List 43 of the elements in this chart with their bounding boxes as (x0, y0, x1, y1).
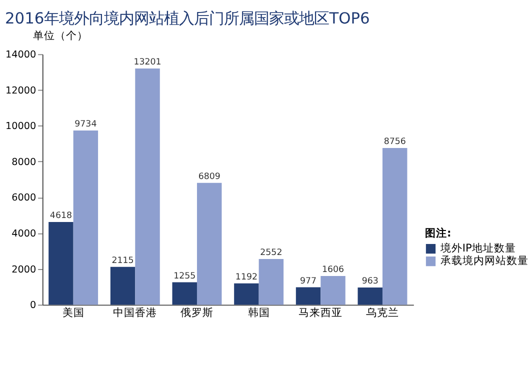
y-tick-label: 0 (30, 300, 36, 312)
bar (196, 182, 222, 305)
data-label: 6809 (198, 172, 220, 182)
x-tick-label: 马来西亚 (298, 306, 343, 319)
y-tick-label: 8000 (12, 156, 36, 168)
bar (358, 287, 382, 305)
x-tick-label: 乌克兰 (366, 306, 399, 319)
data-label: 1255 (174, 271, 196, 282)
data-label: 1192 (235, 272, 258, 283)
y-tick-label: 14000 (6, 50, 36, 61)
x-tick-label: 中国香港 (113, 306, 158, 319)
y-tick-label: 6000 (12, 192, 36, 204)
bar (110, 266, 136, 305)
y-tick-label: 2000 (12, 264, 36, 276)
data-label: 1606 (322, 265, 344, 276)
x-tick-label: 俄罗斯 (180, 306, 214, 319)
data-label: 4618 (50, 211, 72, 222)
data-label: 2552 (260, 248, 282, 258)
bar (296, 287, 321, 305)
y-tick-label: 12000 (6, 85, 36, 96)
data-label: 2115 (112, 256, 134, 266)
legend-title: 图注: (424, 226, 452, 240)
data-label: 9734 (74, 120, 98, 130)
y-axis-title: 单位（个） (33, 29, 88, 42)
data-label: 977 (300, 276, 317, 286)
bar (172, 282, 197, 305)
bar (234, 283, 259, 305)
x-tick-label: 韩国 (248, 306, 270, 319)
y-tick-label: 4000 (12, 228, 36, 240)
bar (135, 68, 160, 305)
data-label: 963 (362, 276, 378, 287)
x-tick-label: 美国 (62, 306, 84, 319)
data-label: 8756 (384, 137, 406, 148)
legend-label: 境外IP地址数量 (439, 242, 516, 255)
data-label: 13201 (134, 58, 162, 68)
bar (258, 259, 284, 305)
chart-title: 2016年境外向境内网站植入后门所属国家或地区TOP6 (5, 9, 370, 28)
bar (320, 276, 346, 305)
bar (382, 148, 408, 305)
y-tick-label: 10000 (6, 121, 36, 132)
bar (48, 222, 74, 305)
bar (73, 130, 98, 305)
legend-label: 承载境内网站数量 (440, 254, 528, 268)
